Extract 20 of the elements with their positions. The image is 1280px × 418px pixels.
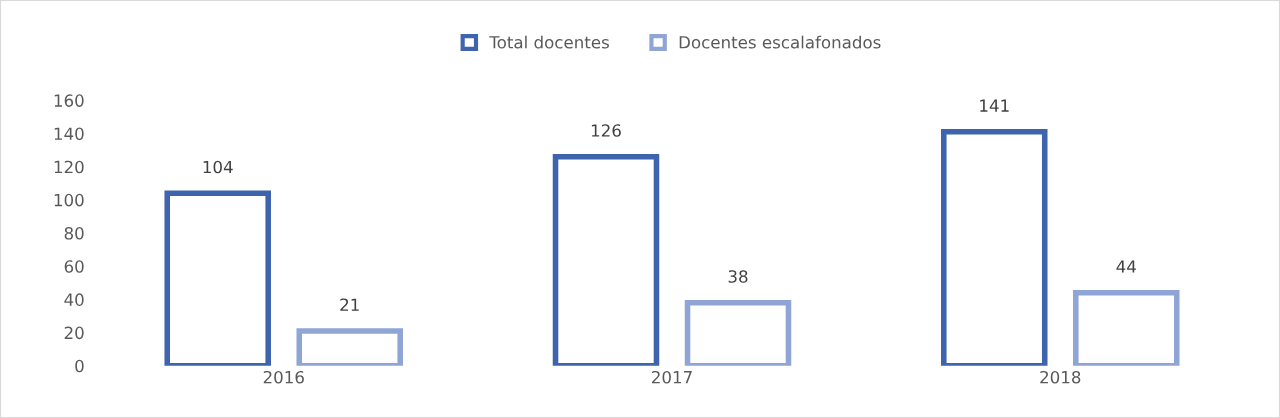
y-tick-label: 100 [54,193,84,207]
x-tick-label: 2018 [1040,370,1081,384]
y-tick-label: 40 [64,293,84,306]
y-tick-label: 140 [54,127,84,141]
data-label: 104 [203,160,233,174]
y-tick-label: 0 [75,359,84,373]
data-label: 44 [1116,260,1136,273]
y-tick-label: 60 [64,260,84,273]
y-tick-label: 80 [64,227,84,240]
data-label: 141 [980,99,1009,112]
y-tick-label: 20 [64,326,84,340]
x-tick-label: 2016 [263,370,304,384]
data-label: 21 [340,298,359,311]
data-label: 38 [728,270,748,283]
legend-label: Total docentes [489,35,609,49]
legend-label: Docentes escalafonados [679,35,881,49]
y-tick-label: 120 [54,160,84,174]
y-tick-label: 160 [54,94,84,107]
data-label: 126 [591,124,621,137]
x-tick-label: 2017 [652,370,692,384]
